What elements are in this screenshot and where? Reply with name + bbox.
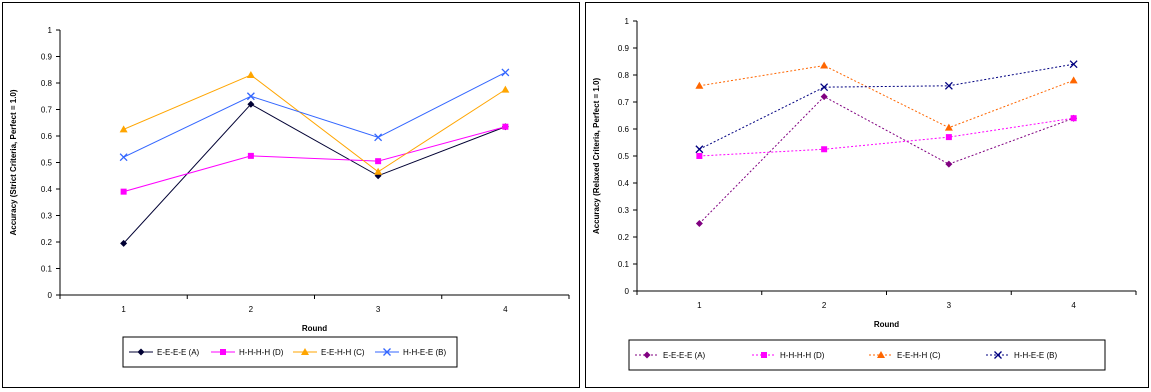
legend-label: H-H-H-H (D) bbox=[239, 348, 284, 357]
y-tick-label: 1 bbox=[48, 26, 53, 35]
data-point-s1-p3 bbox=[502, 123, 509, 130]
legend-label: H-H-E-E (B) bbox=[403, 348, 446, 357]
right-chart-panel: 0 0.1 0.2 0.3 0.4 0.5 0.6 0.7 0.8 0.9 1 1 2 3 4 Round Ac… bbox=[585, 2, 1149, 388]
x-tick-label: 1 bbox=[697, 301, 702, 310]
y-tick-label: 0.9 bbox=[41, 53, 53, 62]
data-point-s1-p2 bbox=[375, 158, 382, 165]
legend-label: H-H-H-H (D) bbox=[780, 351, 825, 360]
x-tick-label: 2 bbox=[249, 305, 254, 314]
data-point-s0-p1 bbox=[820, 93, 828, 101]
data-point-s0-p2 bbox=[945, 160, 953, 168]
y-tick-label: 0.1 bbox=[618, 260, 630, 269]
y-tick-label: 1 bbox=[625, 17, 630, 26]
series-line-0 bbox=[699, 95, 1074, 224]
left-chart-panel: 0 0.1 0.2 0.3 0.4 0.5 0.6 0.7 0.8 0.9 1 1 2 3 4 Round Ac… bbox=[2, 2, 580, 388]
data-point-s1-p2 bbox=[945, 134, 952, 141]
data-point-s2-p0 bbox=[695, 81, 704, 89]
data-point-s3-p3 bbox=[501, 68, 510, 77]
data-point-s2-p1 bbox=[246, 71, 255, 79]
legend-label: E-E-H-H (C) bbox=[897, 351, 941, 360]
series-line-1 bbox=[123, 126, 506, 193]
x-tick-label: 2 bbox=[822, 301, 827, 310]
data-point-s3-p2 bbox=[374, 133, 383, 142]
legend-swatch-marker bbox=[220, 349, 226, 355]
y-tick-label: 0.2 bbox=[41, 238, 53, 247]
legend-swatch-marker bbox=[383, 348, 391, 356]
legend-label: H-H-E-E (B) bbox=[1014, 351, 1057, 360]
x-tick-label: 3 bbox=[947, 301, 952, 310]
y-tick-label: 0.9 bbox=[618, 44, 630, 53]
legend-label: E-E-H-H (C) bbox=[321, 348, 365, 357]
data-point-s1-p1 bbox=[247, 152, 254, 159]
y-tick-label: 0.5 bbox=[41, 159, 53, 168]
y-tick-label: 0.7 bbox=[41, 106, 53, 115]
relaxed-accuracy-chart: 0 0.1 0.2 0.3 0.4 0.5 0.6 0.7 0.8 0.9 1 1 2 3 4 Round Ac… bbox=[592, 17, 1137, 371]
y-tick-label: 0.6 bbox=[618, 125, 630, 134]
legend-swatch-marker bbox=[643, 351, 651, 359]
series-line-3 bbox=[123, 71, 506, 158]
legend-swatch-marker bbox=[137, 348, 145, 356]
y-tick-label: 0.7 bbox=[618, 98, 630, 107]
y-tick-label: 0.8 bbox=[618, 71, 630, 80]
y-tick-label: 0.3 bbox=[41, 212, 53, 221]
data-point-s3-p2 bbox=[944, 81, 953, 90]
data-point-s2-p2 bbox=[374, 167, 383, 175]
series-line-0 bbox=[123, 103, 506, 244]
data-point-s0-p0 bbox=[695, 220, 703, 227]
strict-accuracy-chart: 0 0.1 0.2 0.3 0.4 0.5 0.6 0.7 0.8 0.9 1 1 2 3 4 Round Ac… bbox=[9, 26, 570, 368]
data-point-s0-p0 bbox=[120, 239, 128, 247]
data-point-s2-p1 bbox=[820, 61, 829, 69]
data-point-s3-p0 bbox=[695, 145, 704, 154]
y-tick-label: 0.5 bbox=[618, 152, 630, 161]
data-point-s1-p3 bbox=[1070, 115, 1077, 122]
y-tick-label: 0.4 bbox=[618, 179, 630, 188]
data-point-s2-p3 bbox=[501, 85, 510, 93]
data-point-s3-p1 bbox=[246, 92, 255, 101]
y-tick-label: 0.2 bbox=[618, 233, 630, 242]
x-axis-title: Round bbox=[302, 324, 327, 333]
y-tick-label: 0.6 bbox=[41, 132, 53, 141]
data-point-s3-p3 bbox=[1069, 60, 1078, 69]
data-point-s2-p0 bbox=[119, 125, 128, 133]
legend-swatch-marker bbox=[994, 351, 1002, 359]
legend-swatch-marker bbox=[761, 352, 767, 358]
y-tick-label: 0 bbox=[48, 291, 53, 300]
data-point-s1-p0 bbox=[120, 188, 127, 195]
legend-box bbox=[122, 336, 458, 368]
x-tick-label: 3 bbox=[376, 305, 381, 314]
data-point-s1-p0 bbox=[696, 153, 703, 159]
series-line-1 bbox=[699, 117, 1074, 157]
y-tick-label: 0 bbox=[625, 287, 630, 296]
data-point-s2-p2 bbox=[944, 123, 953, 131]
data-point-s2-p3 bbox=[1069, 76, 1078, 84]
data-point-s3-p1 bbox=[820, 83, 829, 92]
series-line-2 bbox=[699, 65, 1074, 129]
legend-swatch-marker bbox=[877, 351, 885, 358]
x-tick-label: 1 bbox=[121, 305, 126, 314]
x-axis-title: Round bbox=[874, 320, 899, 329]
y-tick-label: 0.4 bbox=[41, 185, 53, 194]
series-line-2 bbox=[123, 74, 506, 173]
y-axis-title: Accuracy (Relaxed Criteria, Perfect = 1.… bbox=[592, 78, 601, 235]
legend-box bbox=[628, 339, 1106, 371]
x-tick-label: 4 bbox=[503, 305, 508, 314]
legend-swatch-marker bbox=[301, 348, 309, 355]
x-tick-label: 4 bbox=[1071, 301, 1076, 310]
data-point-s3-p0 bbox=[119, 153, 128, 162]
legend-label: E-E-E-E (A) bbox=[157, 348, 200, 357]
y-tick-label: 0.8 bbox=[41, 79, 53, 88]
series-line-3 bbox=[699, 63, 1074, 150]
data-point-s1-p1 bbox=[821, 146, 828, 153]
legend-label: E-E-E-E (A) bbox=[663, 351, 706, 360]
y-tick-label: 0.3 bbox=[618, 206, 630, 215]
y-tick-label: 0.1 bbox=[41, 265, 53, 274]
data-point-s0-p1 bbox=[247, 100, 255, 108]
y-axis-title: Accuracy (Strict Criteria, Perfect = 1.0… bbox=[9, 89, 18, 235]
